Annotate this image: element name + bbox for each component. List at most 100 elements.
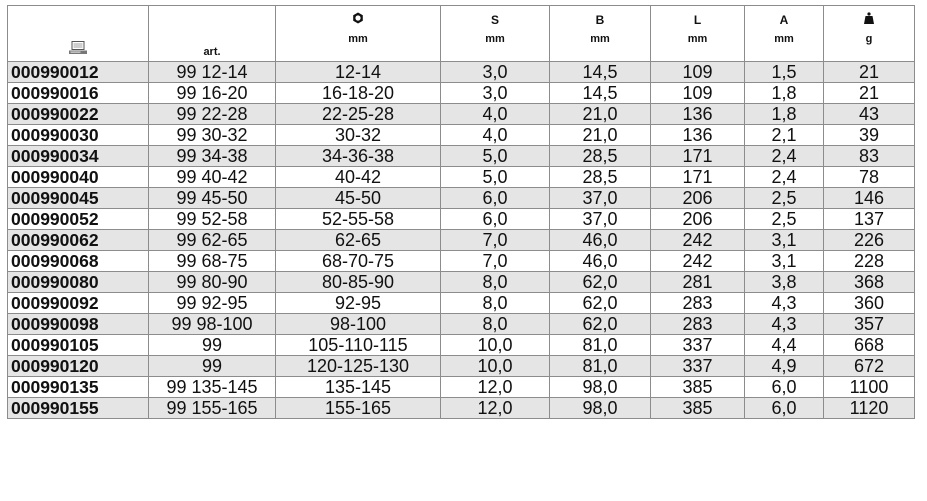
cell-b: 62,0 — [549, 271, 651, 293]
cell-code: 000990030 — [7, 124, 149, 146]
cell-weight: 1120 — [823, 397, 915, 419]
cell-size: 135-145 — [275, 376, 441, 398]
cell-size: 120-125-130 — [275, 355, 441, 377]
header-a: A mm — [744, 5, 824, 62]
cell-l: 281 — [650, 271, 745, 293]
cell-l: 109 — [650, 82, 745, 104]
cell-a: 1,8 — [744, 103, 824, 125]
cell-weight: 21 — [823, 82, 915, 104]
cell-a: 4,4 — [744, 334, 824, 356]
cell-article: 99 16-20 — [148, 82, 276, 104]
cell-a: 3,1 — [744, 229, 824, 251]
cell-code: 000990068 — [7, 250, 149, 272]
cell-weight: 1100 — [823, 376, 915, 398]
cell-a: 3,1 — [744, 250, 824, 272]
table-row: 000990012 99 12-14 12-14 3,0 14,5 109 1,5 21 — [7, 61, 915, 83]
table-row: 000990045 99 45-50 45-50 6,0 37,0 206 2,5 146 — [7, 187, 915, 209]
header-l-symbol: L — [693, 13, 702, 27]
cell-s: 7,0 — [440, 229, 550, 251]
cell-l: 337 — [650, 355, 745, 377]
header-article-unit: art. — [203, 46, 221, 58]
cell-weight: 83 — [823, 145, 915, 167]
cell-code: 000990045 — [7, 187, 149, 209]
cell-weight: 78 — [823, 166, 915, 188]
cell-a: 2,4 — [744, 166, 824, 188]
cell-article: 99 98-100 — [148, 313, 276, 335]
header-s-symbol: S — [490, 13, 499, 27]
cell-weight: 672 — [823, 355, 915, 377]
cell-b: 28,5 — [549, 166, 651, 188]
cell-code: 000990120 — [7, 355, 149, 377]
cell-s: 3,0 — [440, 61, 550, 83]
cell-b: 46,0 — [549, 250, 651, 272]
cell-s: 7,0 — [440, 250, 550, 272]
header-row: art. mm S mm B mm L mm — [7, 5, 915, 62]
table-row: 000990022 99 22-28 22-25-28 4,0 21,0 136 1,8 43 — [7, 103, 915, 125]
cell-b: 98,0 — [549, 376, 651, 398]
table-row: 000990080 99 80-90 80-85-90 8,0 62,0 281 3,8 36… — [7, 271, 915, 293]
cell-l: 283 — [650, 313, 745, 335]
cell-a: 4,3 — [744, 313, 824, 335]
cell-s: 12,0 — [440, 397, 550, 419]
table-row: 000990040 99 40-42 40-42 5,0 28,5 171 2,4 78 — [7, 166, 915, 188]
header-a-unit: mm — [774, 33, 794, 45]
cell-weight: 146 — [823, 187, 915, 209]
cell-b: 81,0 — [549, 334, 651, 356]
cell-s: 4,0 — [440, 124, 550, 146]
cell-size: 34-36-38 — [275, 145, 441, 167]
cell-code: 000990052 — [7, 208, 149, 230]
cell-b: 28,5 — [549, 145, 651, 167]
cell-l: 206 — [650, 208, 745, 230]
cell-article: 99 22-28 — [148, 103, 276, 125]
header-size: mm — [275, 5, 441, 62]
computer-icon — [68, 41, 88, 59]
header-b: B mm — [549, 5, 651, 62]
cell-s: 8,0 — [440, 271, 550, 293]
cell-a: 1,5 — [744, 61, 824, 83]
cell-b: 46,0 — [549, 229, 651, 251]
header-weight-unit: g — [865, 33, 873, 45]
cell-b: 37,0 — [549, 187, 651, 209]
cell-size: 52-55-58 — [275, 208, 441, 230]
cell-b: 98,0 — [549, 397, 651, 419]
cell-size: 30-32 — [275, 124, 441, 146]
cell-code: 000990034 — [7, 145, 149, 167]
cell-weight: 39 — [823, 124, 915, 146]
cell-l: 136 — [650, 124, 745, 146]
cell-l: 385 — [650, 397, 745, 419]
table-row: 000990105 99 105-110-115 10,0 81,0 337 4,4 668 — [7, 334, 915, 356]
cell-article: 99 34-38 — [148, 145, 276, 167]
header-b-unit: mm — [590, 33, 610, 45]
table-body: 000990012 99 12-14 12-14 3,0 14,5 109 1,5 21 000… — [7, 61, 915, 419]
header-article: art. — [148, 5, 276, 62]
cell-code: 000990040 — [7, 166, 149, 188]
spec-table: art. mm S mm B mm L mm — [7, 5, 915, 419]
cell-article: 99 — [148, 334, 276, 356]
cell-b: 81,0 — [549, 355, 651, 377]
cell-s: 6,0 — [440, 187, 550, 209]
cell-l: 206 — [650, 187, 745, 209]
cell-l: 385 — [650, 376, 745, 398]
cell-size: 22-25-28 — [275, 103, 441, 125]
cell-size: 92-95 — [275, 292, 441, 314]
cell-b: 62,0 — [549, 313, 651, 335]
cell-a: 2,5 — [744, 208, 824, 230]
header-code — [7, 5, 149, 62]
cell-weight: 668 — [823, 334, 915, 356]
cell-code: 000990062 — [7, 229, 149, 251]
cell-weight: 226 — [823, 229, 915, 251]
cell-s: 10,0 — [440, 334, 550, 356]
cell-l: 171 — [650, 145, 745, 167]
cell-s: 12,0 — [440, 376, 550, 398]
cell-a: 2,5 — [744, 187, 824, 209]
cell-b: 62,0 — [549, 292, 651, 314]
cell-code: 000990022 — [7, 103, 149, 125]
cell-l: 242 — [650, 229, 745, 251]
table-row: 000990030 99 30-32 30-32 4,0 21,0 136 2,1 39 — [7, 124, 915, 146]
cell-s: 8,0 — [440, 292, 550, 314]
weight-icon — [825, 12, 914, 28]
header-code-symbol — [9, 25, 148, 41]
cell-b: 21,0 — [549, 103, 651, 125]
cell-s: 10,0 — [440, 355, 550, 377]
cell-a: 6,0 — [744, 397, 824, 419]
